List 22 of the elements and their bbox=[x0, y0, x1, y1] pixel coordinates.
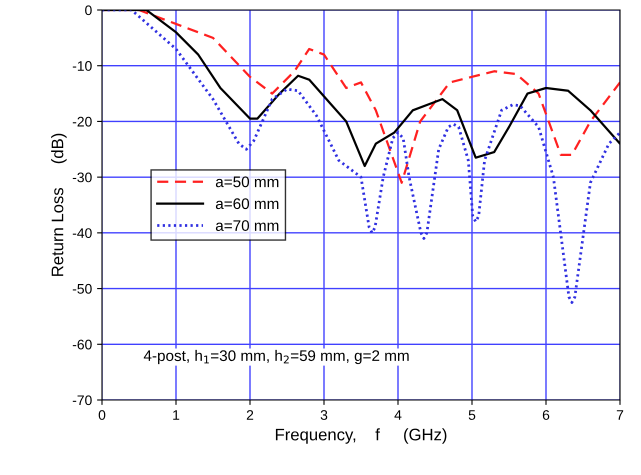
y-tick-label: -30 bbox=[72, 172, 92, 182]
y-tick-label: -10 bbox=[72, 61, 92, 71]
y-tick-label: 0 bbox=[85, 5, 92, 16]
x-tick-label: 6 bbox=[542, 410, 550, 420]
y-tick-label: -50 bbox=[72, 284, 92, 294]
y-tick-label: -70 bbox=[72, 395, 92, 406]
x-tick-label: 7 bbox=[616, 410, 624, 420]
y-tick-label: -40 bbox=[72, 228, 92, 238]
annotation: 4-post, h$_{1}$=30 mm, h$_{2}$=59 mm, g=2 mm bbox=[144, 350, 409, 364]
y-tick-label: -60 bbox=[72, 340, 92, 350]
legend-label: a=70 mm bbox=[216, 220, 278, 231]
x-tick-label: 1 bbox=[173, 410, 180, 420]
legend-label: a=50 mm bbox=[216, 176, 278, 188]
y-axis-title: Return Loss (dB) bbox=[51, 134, 67, 276]
x-tick-label: 4 bbox=[394, 410, 402, 420]
x-tick-label: 2 bbox=[246, 410, 254, 420]
legend-label: a=60 mm bbox=[216, 198, 278, 210]
x-tick-label: 5 bbox=[468, 410, 476, 420]
y-tick-label: -20 bbox=[72, 116, 92, 127]
x-axis-title: Frequency, f (GHz) bbox=[276, 428, 446, 444]
x-tick-label: 3 bbox=[320, 410, 328, 420]
x-tick-label: 0 bbox=[98, 410, 106, 420]
